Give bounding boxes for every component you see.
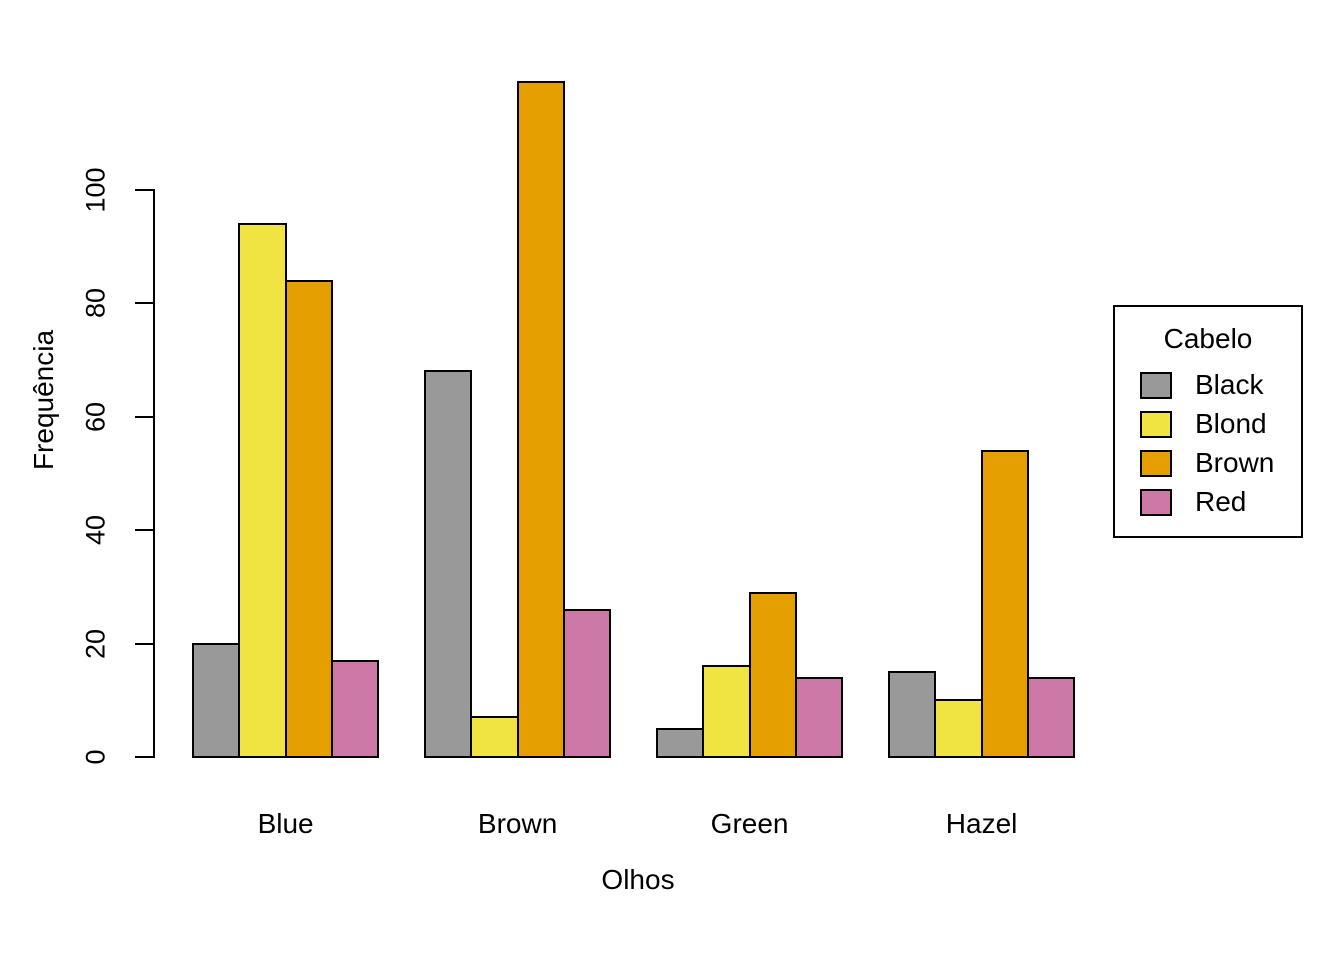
bar-green-black [656, 727, 705, 758]
bar-hazel-blond [934, 699, 983, 758]
x-category-label-hazel: Hazel [945, 808, 1018, 839]
bar-green-brown [748, 591, 797, 758]
legend-label-black: Black [1195, 369, 1264, 400]
bar-blue-blond [238, 223, 287, 758]
y-tick-label: 100 [80, 167, 111, 213]
y-tick-label: 60 [80, 401, 111, 432]
y-tick-label: 40 [80, 515, 111, 546]
x-category-label-blue: Blue [257, 808, 314, 839]
y-axis-line [153, 189, 155, 758]
legend-swatch-blond [1140, 411, 1172, 438]
y-tick-label: 0 [80, 749, 111, 765]
legend: Cabelo Black Blond Brown Red [1113, 305, 1303, 538]
legend-label-blond: Blond [1195, 408, 1267, 439]
legend-swatch-black [1140, 372, 1172, 399]
bar-brown-black [424, 370, 473, 758]
y-tick-60 [135, 415, 153, 418]
bar-hazel-black [888, 670, 937, 758]
y-tick-0 [135, 756, 153, 758]
bar-brown-brown [516, 81, 565, 758]
y-tick-80 [135, 302, 153, 305]
legend-swatch-red [1140, 489, 1172, 516]
bar-blue-brown [284, 279, 333, 758]
y-tick-20 [135, 642, 153, 645]
bar-green-red [794, 676, 844, 758]
x-category-label-green: Green [710, 808, 789, 839]
bar-green-blond [702, 665, 751, 758]
y-tick-label: 20 [80, 628, 111, 659]
legend-label-brown: Brown [1195, 447, 1275, 478]
legend-swatch-brown [1140, 450, 1172, 477]
legend-title: Cabelo [1163, 323, 1253, 354]
y-tick-label: 80 [80, 288, 111, 319]
y-axis-title: Frequência [28, 329, 59, 471]
bar-blue-red [330, 659, 380, 758]
legend-label-red: Red [1195, 486, 1247, 517]
y-tick-40 [135, 529, 153, 532]
bar-blue-black [192, 642, 241, 758]
bar-brown-blond [470, 716, 519, 758]
bar-hazel-brown [980, 449, 1029, 758]
bar-brown-red [562, 608, 612, 758]
x-category-label-brown: Brown [477, 808, 558, 839]
bar-hazel-red [1026, 676, 1076, 758]
y-tick-100 [135, 189, 153, 191]
x-axis-title: Olhos [601, 864, 675, 895]
